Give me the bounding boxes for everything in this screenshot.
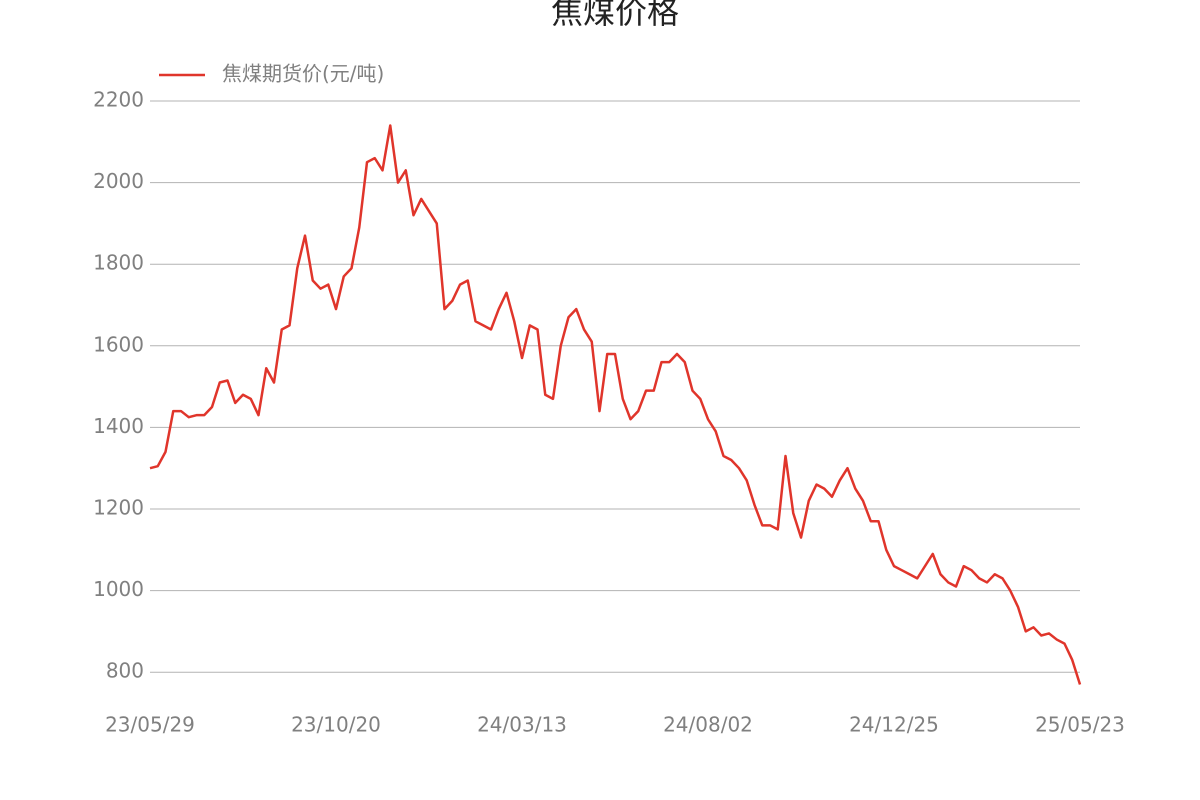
y-tick-label: 1400 — [93, 414, 144, 438]
y-tick-label: 800 — [106, 659, 144, 683]
x-tick-label: 24/12/25 — [849, 713, 939, 737]
y-tick-label: 1800 — [93, 251, 144, 275]
y-tick-label: 1600 — [93, 332, 144, 356]
y-tick-label: 1200 — [93, 496, 144, 520]
line — [149, 124, 1082, 685]
x-tick-label: 24/08/02 — [663, 713, 753, 737]
x-tick-label: 23/10/20 — [291, 713, 381, 737]
y-tick-label: 2200 — [93, 88, 144, 112]
y-tick-label: 2000 — [93, 169, 144, 193]
chart-title: 焦煤价格 — [551, 0, 679, 31]
x-tick-label: 23/05/29 — [105, 713, 195, 737]
x-tick-label: 25/05/23 — [1035, 713, 1125, 737]
x-tick-label: 24/03/13 — [477, 713, 567, 737]
y-tick-label: 1000 — [93, 577, 144, 601]
legend-label: 焦煤期货价(元/吨) — [222, 62, 384, 86]
